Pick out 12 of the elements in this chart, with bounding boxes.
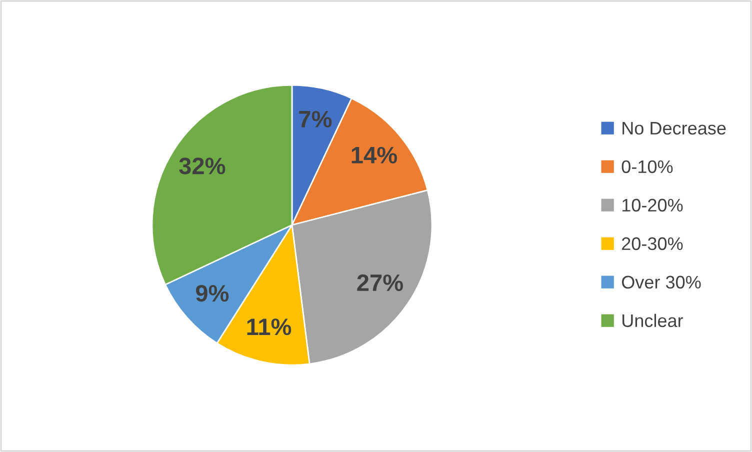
legend-label: 0-10% <box>622 160 673 174</box>
legend-label: Unclear <box>622 314 684 328</box>
legend-label: Over 30% <box>622 276 701 289</box>
legend-label: 20-30% <box>622 237 683 250</box>
data-label: 14% <box>352 146 397 164</box>
data-label: 27% <box>357 274 404 292</box>
legend-label: 10-20% <box>622 198 683 212</box>
data-label: 7% <box>299 110 332 128</box>
data-label: 9% <box>196 284 229 302</box>
data-label: 32% <box>179 158 226 174</box>
data-label: 11% <box>247 318 292 336</box>
legend-label: No Decrease <box>622 122 726 135</box>
